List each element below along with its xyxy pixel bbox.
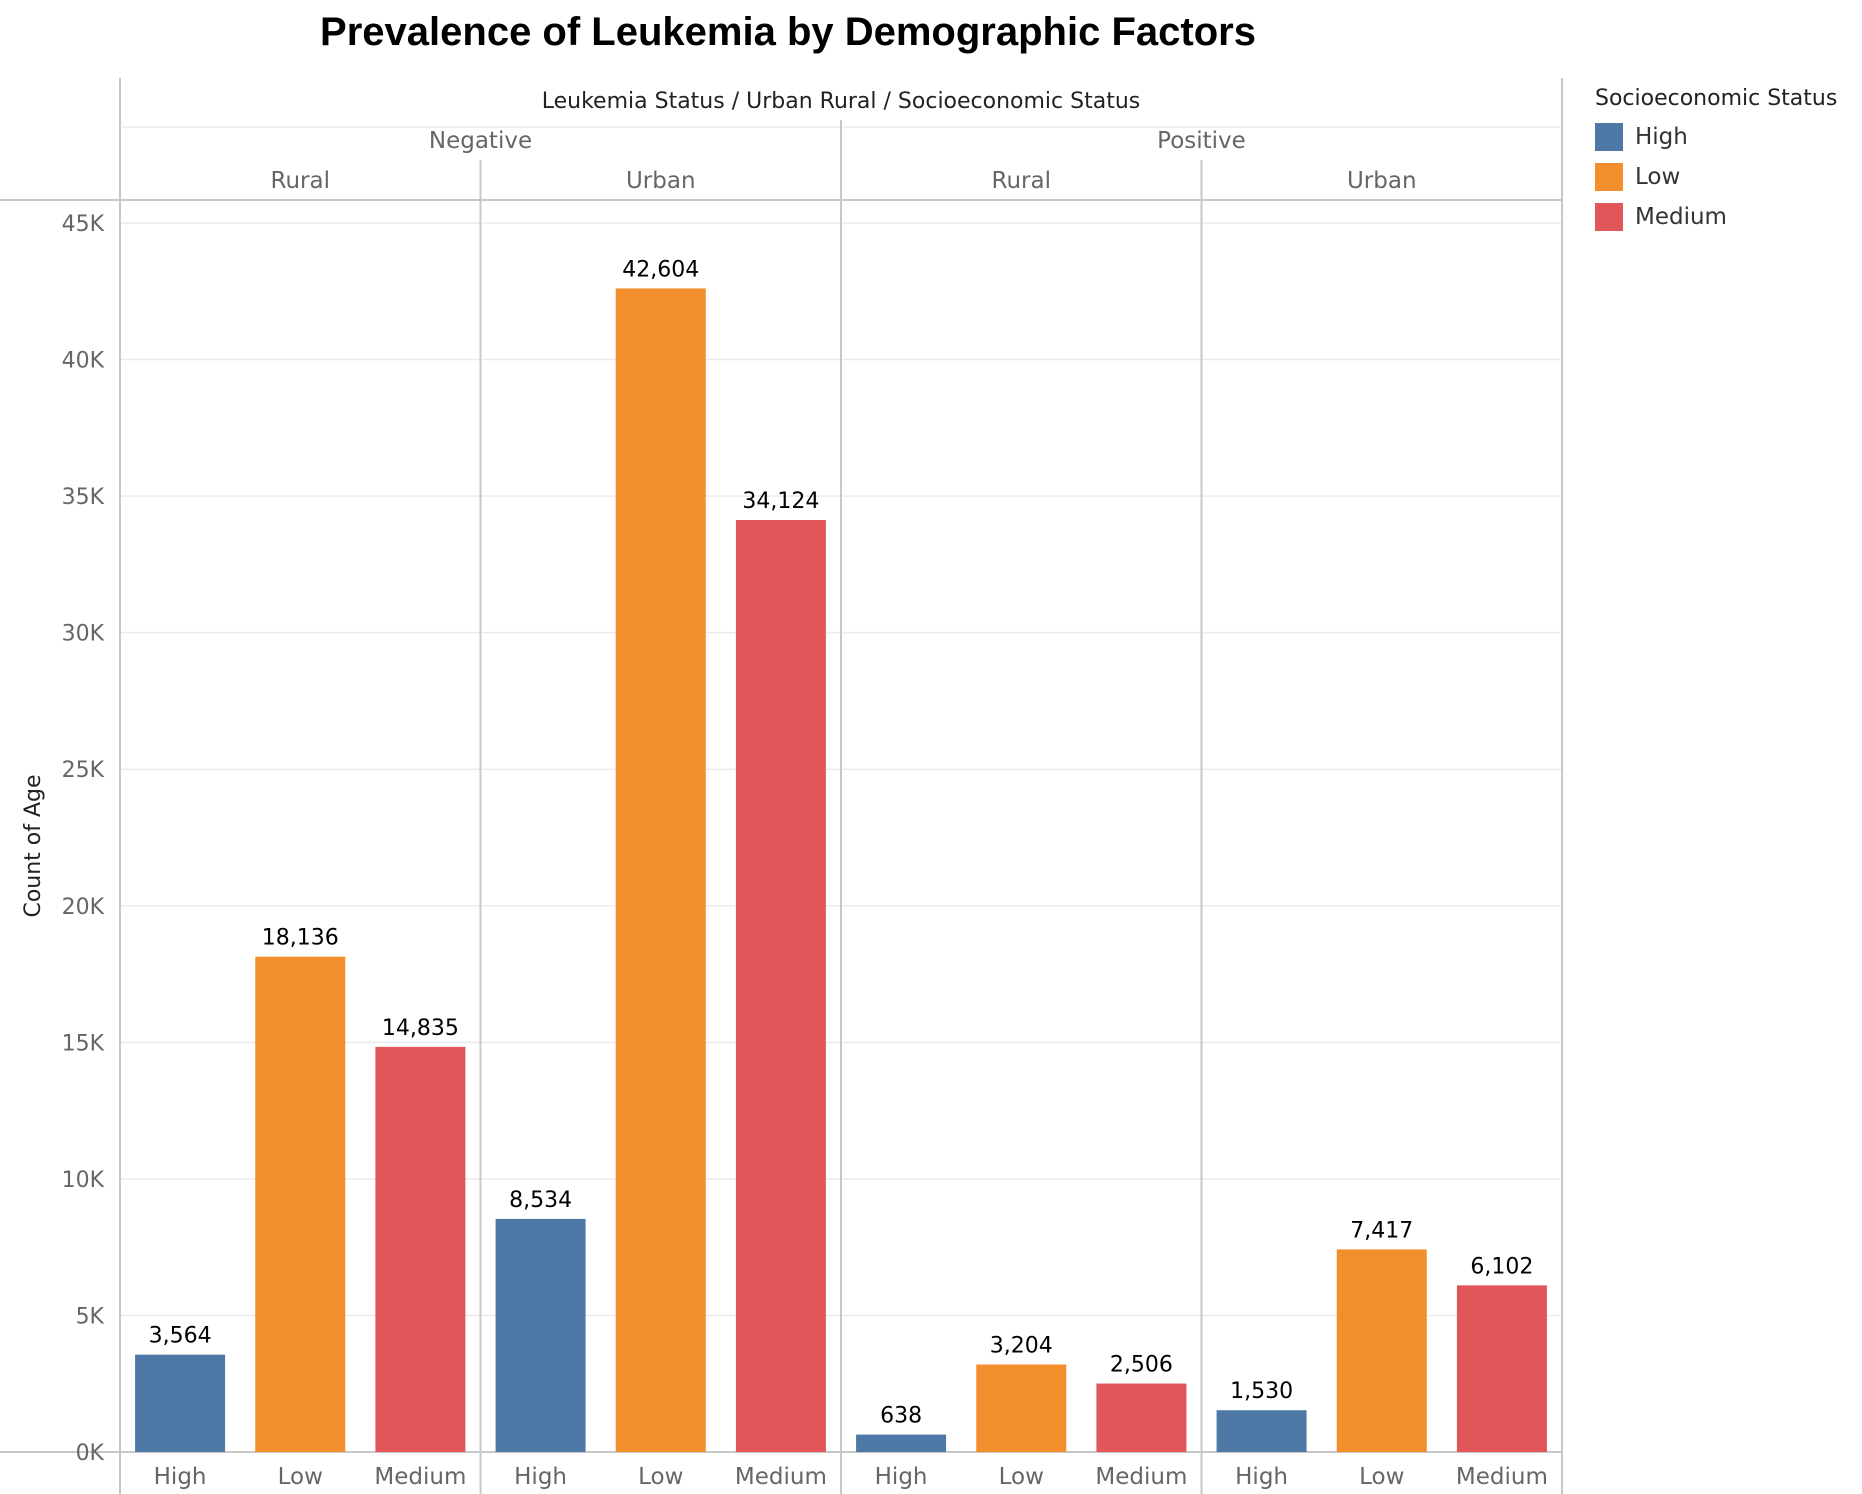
category-label: High bbox=[1235, 1464, 1288, 1490]
legend-swatch bbox=[1595, 203, 1623, 231]
legend-label: Medium bbox=[1635, 204, 1727, 230]
legend-swatch bbox=[1595, 163, 1623, 191]
area-header: Urban bbox=[1347, 168, 1417, 194]
category-label: Low bbox=[1359, 1464, 1404, 1490]
value-labels: 3,564 18,136 14,835 8,534 42,604 34,124 638 3,2… bbox=[149, 257, 1534, 1428]
bar bbox=[255, 956, 346, 1452]
value-label: 3,204 bbox=[990, 1333, 1053, 1358]
legend-item[interactable]: Medium bbox=[1595, 197, 1837, 237]
y-axis-title: Count of Age bbox=[21, 774, 46, 917]
legend-swatch bbox=[1595, 123, 1623, 151]
bar bbox=[976, 1364, 1067, 1452]
legend-label: High bbox=[1635, 124, 1688, 150]
category-label: Low bbox=[278, 1464, 323, 1490]
y-tick-label: 10K bbox=[62, 1168, 105, 1193]
legend-items: High Low Medium bbox=[1595, 117, 1837, 237]
y-tick-label: 25K bbox=[62, 758, 105, 783]
legend: Socioeconomic Status High Low Medium bbox=[1595, 86, 1837, 237]
category-label: High bbox=[154, 1464, 207, 1490]
y-tick-label: 0K bbox=[76, 1441, 105, 1466]
category-label: Medium bbox=[1095, 1464, 1187, 1490]
bar bbox=[375, 1046, 466, 1452]
bars bbox=[135, 288, 1547, 1453]
bar-chart: Leukemia Status / Urban Rural / Socioeco… bbox=[0, 78, 1563, 1494]
value-label: 34,124 bbox=[742, 489, 819, 514]
bar bbox=[1336, 1249, 1427, 1452]
legend-title: Socioeconomic Status bbox=[1595, 86, 1838, 111]
status-header: Positive bbox=[1157, 128, 1246, 154]
category-labels: High Low Medium High Low Medium High Low Medium H… bbox=[154, 1464, 1548, 1490]
category-label: Low bbox=[638, 1464, 683, 1490]
legend-item[interactable]: High bbox=[1595, 117, 1837, 157]
bar bbox=[1456, 1285, 1547, 1452]
status-header: Negative bbox=[429, 128, 532, 154]
value-label: 18,136 bbox=[262, 926, 339, 951]
bar bbox=[615, 288, 706, 1453]
y-tick-label: 40K bbox=[62, 349, 105, 374]
area-header: Urban bbox=[626, 168, 696, 194]
header-title: Leukemia Status / Urban Rural / Socioeco… bbox=[542, 89, 1141, 114]
category-label: Medium bbox=[374, 1464, 466, 1490]
column-headers: Negative Rural Urban Positive Rural Urban bbox=[271, 128, 1417, 194]
value-label: 1,530 bbox=[1230, 1379, 1293, 1404]
value-label: 7,417 bbox=[1350, 1218, 1413, 1243]
category-label: High bbox=[875, 1464, 928, 1490]
category-label: Medium bbox=[1456, 1464, 1548, 1490]
category-label: High bbox=[514, 1464, 567, 1490]
value-label: 3,564 bbox=[149, 1324, 212, 1349]
y-tick-label: 35K bbox=[62, 485, 105, 510]
value-label: 2,506 bbox=[1110, 1353, 1173, 1378]
value-label: 6,102 bbox=[1470, 1254, 1533, 1279]
value-label: 638 bbox=[880, 1404, 922, 1429]
bar bbox=[1216, 1410, 1307, 1452]
area-header: Rural bbox=[271, 168, 330, 194]
category-label: Low bbox=[999, 1464, 1044, 1490]
bar bbox=[1096, 1383, 1187, 1452]
y-tick-label: 20K bbox=[62, 895, 105, 920]
value-label: 14,835 bbox=[382, 1016, 459, 1041]
y-tick-label: 5K bbox=[76, 1304, 105, 1329]
legend-item[interactable]: Low bbox=[1595, 157, 1837, 197]
chart-title: Prevalence of Leukemia by Demographic Fa… bbox=[320, 10, 1256, 54]
area-header: Rural bbox=[992, 168, 1051, 194]
y-tick-label: 45K bbox=[62, 212, 105, 237]
bar bbox=[735, 520, 826, 1452]
chart-frame bbox=[0, 78, 1563, 1494]
bar bbox=[495, 1218, 586, 1452]
value-label: 8,534 bbox=[509, 1188, 572, 1213]
category-label: Medium bbox=[735, 1464, 827, 1490]
y-axis-ticks: 0K 5K 10K 15K 20K 25K 30K 35K 40K 45K bbox=[62, 212, 105, 1466]
bar bbox=[135, 1354, 226, 1452]
value-label: 42,604 bbox=[622, 257, 699, 282]
y-tick-label: 30K bbox=[62, 622, 105, 647]
bar bbox=[856, 1434, 947, 1452]
legend-label: Low bbox=[1635, 164, 1681, 190]
y-tick-label: 15K bbox=[62, 1031, 105, 1056]
